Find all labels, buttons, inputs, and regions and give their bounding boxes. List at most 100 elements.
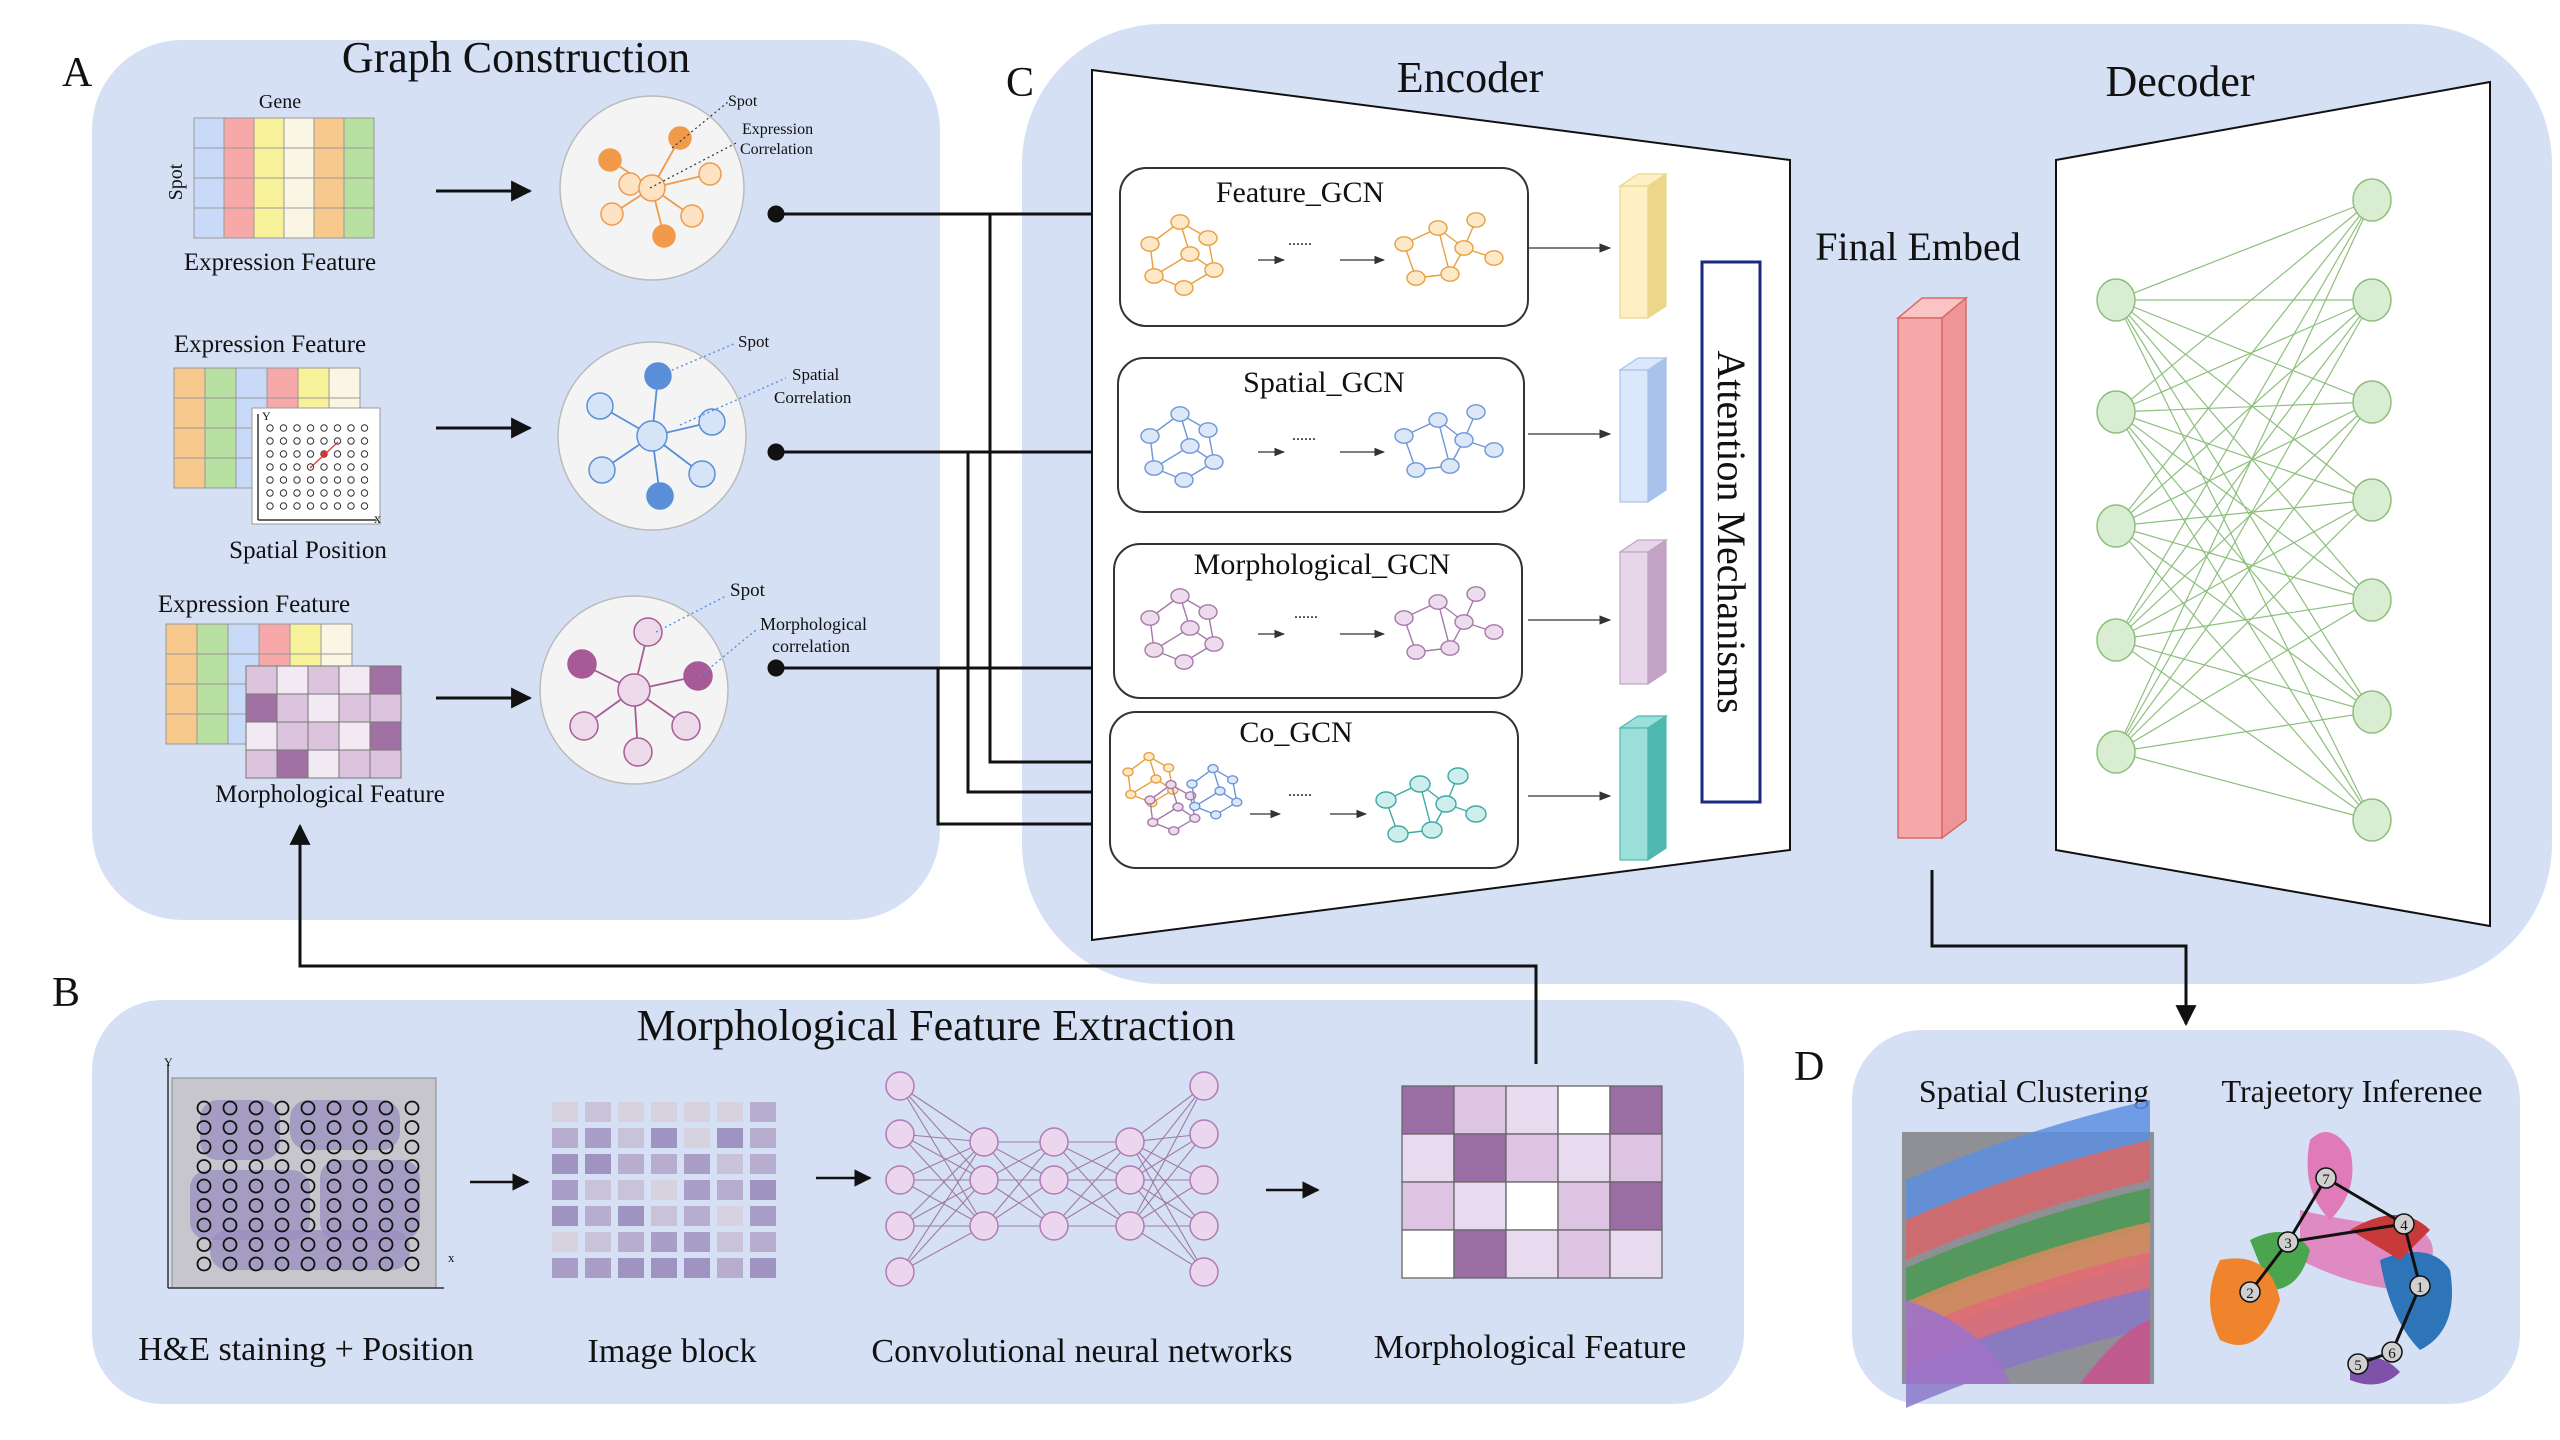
he-spot — [404, 1159, 420, 1174]
he-spot — [196, 1139, 212, 1155]
mini-node — [1435, 795, 1457, 813]
image-block — [651, 1180, 677, 1200]
graph-node — [671, 711, 701, 741]
morph-feature-cell — [1453, 1085, 1507, 1135]
step-label-cnn: Convolutional neural networks — [871, 1333, 1292, 1370]
attention-box — [1700, 260, 1762, 804]
cnn-node — [969, 1211, 999, 1241]
image-block — [651, 1128, 677, 1148]
matrix-cell — [165, 713, 198, 745]
gcn-spatial-ellipsis: ...... — [1292, 427, 1316, 444]
cnn-edge — [899, 1141, 985, 1227]
he-spot — [404, 1178, 420, 1194]
image-block — [750, 1154, 776, 1174]
decoder-edge — [2115, 751, 2373, 821]
morph-cell — [369, 721, 402, 751]
mini-node — [1144, 795, 1156, 805]
mini-node — [1231, 797, 1243, 807]
traj-node — [2381, 1341, 2403, 1363]
image-block-grid — [552, 1102, 776, 1278]
pointer-corr — [699, 629, 757, 677]
grid-spot — [293, 463, 301, 471]
image-block — [750, 1232, 776, 1252]
cnn-node — [885, 1211, 915, 1241]
decoder-node — [2096, 618, 2136, 662]
he-spot — [378, 1198, 394, 1213]
image-block — [750, 1102, 776, 1122]
mini-node — [1226, 775, 1239, 785]
he-spot — [378, 1100, 394, 1116]
he-spot — [300, 1256, 316, 1272]
he-spot — [222, 1120, 238, 1135]
mini-node — [1406, 462, 1426, 478]
traj-cluster — [2210, 1258, 2280, 1345]
mini-node — [1170, 406, 1190, 422]
spatial-y-axis-label: Y — [262, 409, 271, 423]
grid-spot — [360, 463, 369, 471]
spatial-position-grid — [251, 407, 381, 525]
gcn-spatial-graphs — [1140, 404, 1504, 488]
matrix-cell — [173, 427, 206, 459]
spatial-position-label: Spatial Position — [229, 537, 387, 564]
morph-feature-cell — [1557, 1229, 1611, 1279]
he-spot — [196, 1237, 212, 1252]
graph-node — [598, 148, 622, 172]
traj-edge — [2325, 1176, 2405, 1226]
bar-side — [1647, 172, 1667, 320]
he-spot — [248, 1159, 264, 1174]
panel-b-background — [92, 1000, 1744, 1404]
morph-cell — [369, 665, 402, 695]
mini-node — [1387, 825, 1409, 843]
morph-feature-cell — [1609, 1133, 1663, 1183]
morph-feature-cell — [1505, 1181, 1559, 1231]
he-spot — [300, 1198, 316, 1213]
mini-node — [1375, 791, 1397, 809]
image-block — [618, 1102, 644, 1122]
matrix-cell — [223, 117, 255, 149]
spatial-clustering-image — [1902, 1100, 2154, 1408]
he-spot — [274, 1178, 290, 1194]
grid-spot — [279, 489, 288, 497]
mini-node — [1440, 458, 1460, 474]
image-block — [684, 1232, 710, 1252]
matrix-cell — [283, 117, 315, 149]
grid-spot — [266, 450, 274, 458]
morph-cell — [307, 721, 340, 751]
he-spot — [248, 1139, 264, 1155]
traj-node-label: 7 — [2322, 1172, 2330, 1188]
he-spot — [274, 1120, 290, 1135]
he-spot — [326, 1100, 342, 1116]
grid-spot — [279, 476, 288, 484]
graph-construction-title: Graph Construction — [342, 33, 690, 82]
graph2-corr-line2: Correlation — [774, 388, 852, 407]
he-spot — [352, 1198, 368, 1213]
decoder-edge — [2115, 199, 2373, 301]
matrix-cell — [253, 207, 285, 239]
morph-cell — [276, 721, 309, 751]
morphological-matrix-small — [245, 665, 402, 779]
grid-spot-highlight — [320, 450, 328, 458]
matrix-cell — [204, 397, 237, 429]
matrix-cell — [193, 177, 225, 209]
image-block — [717, 1128, 743, 1148]
mini-node — [1466, 404, 1486, 420]
mini-node — [1454, 240, 1474, 256]
gcn-feature-ellipsis: ...... — [1288, 232, 1312, 249]
decoder-edge — [2115, 401, 2373, 753]
he-spot — [196, 1217, 212, 1233]
graph3-corr-line1: Morphological — [760, 614, 867, 634]
cnn-edge — [899, 1141, 985, 1181]
decoder-edge — [2115, 199, 2373, 527]
he-spot — [378, 1159, 394, 1174]
he-spot — [248, 1217, 264, 1233]
morph-feature-cell — [1453, 1181, 1507, 1231]
morph-cell — [276, 693, 309, 723]
matrix-cell — [165, 623, 198, 655]
decoder-edge — [2115, 499, 2373, 753]
matrix-cell — [283, 177, 315, 209]
panel-label-c: C — [1006, 60, 1034, 106]
morph-feature-cell — [1505, 1133, 1559, 1183]
traj-node-label: 4 — [2400, 1218, 2408, 1234]
grid-spot — [293, 437, 301, 445]
mini-node — [1143, 751, 1155, 762]
